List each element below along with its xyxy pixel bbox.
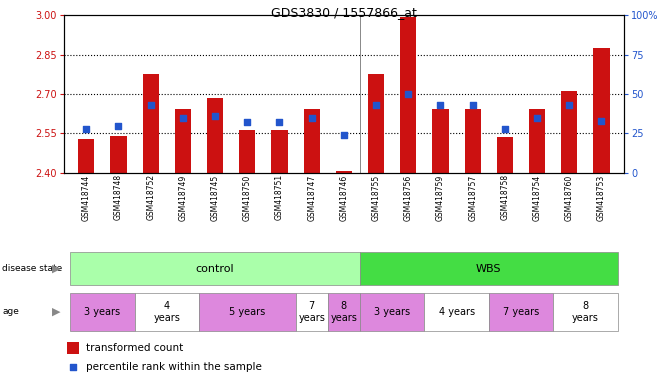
Bar (67, 342, 79, 354)
Bar (143, 74, 159, 173)
Point (210, 113, 221, 119)
Text: percentile rank within the sample: percentile rank within the sample (86, 362, 262, 372)
Bar (175, 109, 191, 173)
FancyBboxPatch shape (70, 252, 360, 285)
Text: 4
years: 4 years (154, 301, 180, 323)
FancyBboxPatch shape (424, 293, 488, 331)
FancyBboxPatch shape (199, 293, 296, 331)
Text: GSM418755: GSM418755 (372, 174, 380, 220)
FancyBboxPatch shape (296, 293, 328, 331)
Bar (272, 129, 288, 173)
Text: GSM418758: GSM418758 (501, 174, 509, 220)
Bar (304, 109, 320, 173)
Text: control: control (196, 264, 234, 274)
Text: GSM418745: GSM418745 (211, 174, 219, 220)
Point (178, 114, 189, 121)
Text: GSM418751: GSM418751 (275, 174, 284, 220)
Point (564, 102, 574, 108)
Bar (529, 109, 545, 173)
Bar (79, 139, 95, 173)
FancyBboxPatch shape (360, 293, 424, 331)
Text: 5 years: 5 years (229, 307, 266, 317)
Point (403, 91, 413, 97)
Text: disease state: disease state (2, 264, 62, 273)
Text: GSM418746: GSM418746 (340, 174, 348, 220)
Text: GSM418750: GSM418750 (243, 174, 252, 220)
Text: 4 years: 4 years (439, 307, 474, 317)
Point (596, 118, 607, 124)
Text: 8
years: 8 years (330, 301, 358, 323)
Text: ▶: ▶ (52, 264, 60, 274)
Text: 7 years: 7 years (503, 307, 539, 317)
Point (339, 132, 350, 138)
Text: GSM418760: GSM418760 (565, 174, 574, 220)
Text: GSM418756: GSM418756 (404, 174, 413, 220)
Point (146, 102, 156, 108)
FancyBboxPatch shape (553, 293, 617, 331)
Text: 7
years: 7 years (298, 301, 325, 323)
Text: 8
years: 8 years (572, 301, 599, 323)
Text: WBS: WBS (476, 264, 501, 274)
Bar (207, 98, 223, 173)
Point (68, 364, 79, 370)
Point (499, 126, 510, 132)
Text: 3 years: 3 years (85, 307, 121, 317)
Bar (593, 48, 609, 173)
Point (274, 119, 285, 126)
Bar (561, 91, 577, 173)
Bar (464, 109, 480, 173)
FancyBboxPatch shape (70, 293, 135, 331)
Point (370, 102, 381, 108)
FancyBboxPatch shape (360, 252, 617, 285)
Point (531, 114, 542, 121)
Bar (111, 136, 127, 173)
Text: GSM418759: GSM418759 (436, 174, 445, 220)
Text: GSM418748: GSM418748 (114, 174, 123, 220)
Point (113, 122, 124, 129)
Point (242, 119, 253, 126)
Point (435, 102, 446, 108)
Text: GSM418747: GSM418747 (307, 174, 316, 220)
Text: ▶: ▶ (52, 307, 60, 317)
Text: GSM418744: GSM418744 (82, 174, 91, 220)
Text: 3 years: 3 years (374, 307, 410, 317)
FancyBboxPatch shape (328, 293, 360, 331)
Text: GDS3830 / 1557866_at: GDS3830 / 1557866_at (271, 6, 417, 19)
FancyBboxPatch shape (135, 293, 199, 331)
Text: GSM418752: GSM418752 (146, 174, 155, 220)
Text: age: age (2, 308, 19, 316)
Bar (432, 109, 448, 173)
Text: GSM418749: GSM418749 (178, 174, 187, 220)
Bar (240, 129, 256, 173)
Point (307, 114, 317, 121)
Text: GSM418754: GSM418754 (533, 174, 541, 220)
Bar (336, 172, 352, 173)
Point (81, 126, 92, 132)
Bar (497, 137, 513, 173)
Text: GSM418753: GSM418753 (597, 174, 606, 220)
Bar (400, 17, 416, 173)
Text: GSM418757: GSM418757 (468, 174, 477, 220)
Text: transformed count: transformed count (86, 343, 183, 353)
Bar (368, 74, 384, 173)
Point (467, 102, 478, 108)
FancyBboxPatch shape (488, 293, 553, 331)
